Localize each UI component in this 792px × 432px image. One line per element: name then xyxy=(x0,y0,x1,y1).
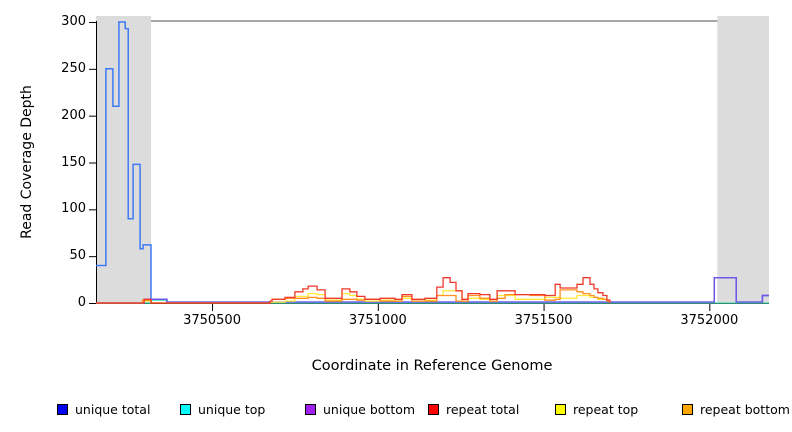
series-repeat-bottom xyxy=(96,289,611,304)
legend-swatch-icon xyxy=(180,403,191,415)
legend-swatch-icon xyxy=(428,403,439,415)
legend-label: repeat bottom xyxy=(700,401,790,417)
legend-item: repeat total xyxy=(428,401,519,417)
legend-label: repeat total xyxy=(446,401,520,417)
legend-item: unique total xyxy=(57,401,150,417)
legend-label: unique bottom xyxy=(323,401,416,417)
legend-item: unique top xyxy=(180,401,265,417)
y-tick-label: 300 xyxy=(61,14,86,29)
x-tick-label: 3751000 xyxy=(348,313,407,328)
legend-swatch-icon xyxy=(555,403,566,415)
legend-label: repeat top xyxy=(573,401,639,417)
x-tick-label: 3750500 xyxy=(183,313,241,328)
series-repeat-top xyxy=(96,290,611,304)
series-unique-bottom xyxy=(96,277,769,304)
legend: unique total unique top unique bottom repea… xyxy=(0,401,792,419)
highlight-band xyxy=(96,16,152,304)
y-axis-title: Read Coverage Depth xyxy=(19,85,35,239)
x-axis-title: Coordinate in Reference Genome xyxy=(311,358,553,374)
legend-item: unique bottom xyxy=(305,401,415,417)
y-tick-label: 250 xyxy=(61,60,86,76)
legend-swatch-icon xyxy=(682,403,693,415)
legend-swatch-icon xyxy=(57,403,68,415)
legend-item: repeat bottom xyxy=(682,401,790,417)
x-tick-label: 3752000 xyxy=(680,313,739,328)
y-tick-label: 0 xyxy=(77,295,86,310)
x-tick-label: 3751500 xyxy=(514,313,573,328)
legend-item: repeat top xyxy=(555,401,638,417)
series-repeat-total xyxy=(96,277,611,304)
y-tick-label: 50 xyxy=(69,248,86,264)
legend-label: unique total xyxy=(75,401,151,417)
series-unique-total xyxy=(96,21,769,303)
y-tick-label: 200 xyxy=(61,107,86,123)
highlight-band xyxy=(717,16,769,304)
legend-label: unique top xyxy=(198,401,266,417)
legend-swatch-icon xyxy=(305,403,316,415)
y-tick-label: 100 xyxy=(61,201,86,217)
y-tick-label: 150 xyxy=(61,154,86,170)
